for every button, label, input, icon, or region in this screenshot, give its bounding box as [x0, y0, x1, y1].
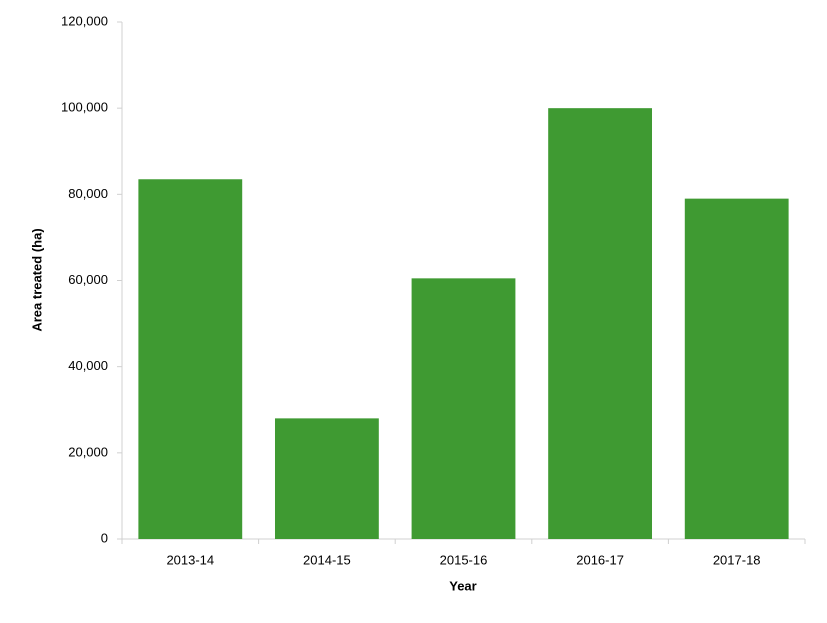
y-axis-title: Area treated (ha) — [29, 228, 44, 331]
bar — [684, 198, 789, 539]
y-tick-label: 60,000 — [68, 272, 108, 287]
y-tick-label: 40,000 — [68, 358, 108, 373]
y-tick-label: 100,000 — [61, 100, 108, 115]
bar — [548, 108, 653, 540]
bar — [411, 278, 516, 539]
y-tick-label: 0 — [101, 530, 108, 545]
x-tick-label: 2014-15 — [303, 552, 351, 567]
y-tick-label: 20,000 — [68, 444, 108, 459]
x-axis-title: Year — [449, 578, 476, 593]
bar — [274, 418, 379, 539]
x-tick-label: 2017-18 — [713, 552, 761, 567]
x-tick-label: 2015-16 — [440, 552, 488, 567]
y-tick-label: 120,000 — [61, 13, 108, 28]
x-tick-label: 2013-14 — [166, 552, 214, 567]
y-tick-label: 80,000 — [68, 186, 108, 201]
bar — [138, 179, 243, 540]
x-tick-label: 2016-17 — [576, 552, 624, 567]
